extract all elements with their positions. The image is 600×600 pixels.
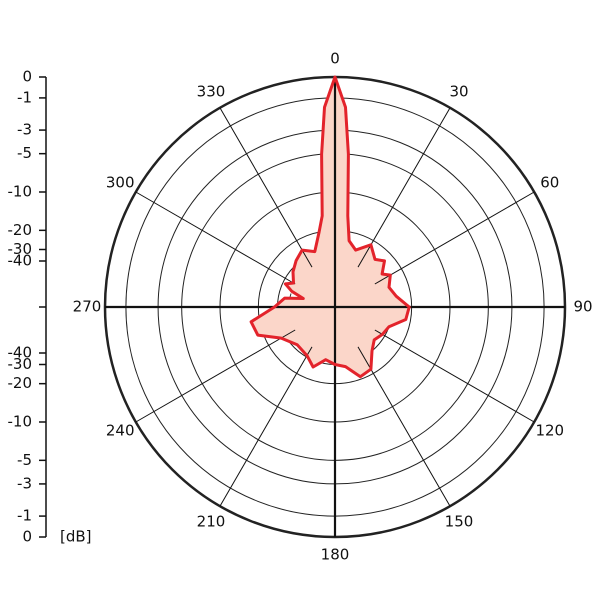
scale-tick-label: -3 — [17, 474, 32, 492]
angle-label: 120 — [535, 422, 564, 440]
scale-tick-label: 0 — [22, 528, 32, 546]
spoke — [374, 191, 535, 285]
scale-tick-label: -10 — [8, 183, 33, 201]
scale-tick-label: -20 — [8, 374, 33, 392]
angle-label: 210 — [197, 512, 226, 530]
scale-tick-label: -10 — [8, 413, 33, 431]
scale-tick-label: -1 — [17, 88, 32, 106]
scale-tick-label: -40 — [8, 344, 33, 362]
spoke — [219, 107, 313, 268]
scale-tick-label: -5 — [17, 144, 32, 162]
angle-label: 240 — [106, 422, 135, 440]
scale-tick-label: -30 — [8, 240, 33, 258]
scale-tick-label: -5 — [17, 451, 32, 469]
scale-tick-label: -3 — [17, 121, 32, 139]
angle-label: 30 — [449, 83, 468, 101]
pattern-area — [251, 77, 410, 377]
angle-label: 90 — [573, 298, 592, 316]
pattern-line — [249, 75, 411, 379]
spoke — [357, 346, 451, 507]
spoke — [357, 107, 451, 268]
angle-label: 300 — [106, 174, 135, 192]
scale-tick-label: 0 — [22, 68, 32, 86]
spoke — [374, 329, 535, 423]
angle-label: 0 — [330, 50, 340, 68]
angle-label: 180 — [321, 546, 350, 564]
angle-label: 150 — [445, 512, 474, 530]
axis-unit-label: [dB] — [60, 528, 92, 546]
angle-label: 270 — [73, 298, 102, 316]
spoke — [219, 346, 313, 507]
angle-label: 60 — [540, 174, 559, 192]
spoke — [135, 191, 296, 285]
scale-tick-label: -30 — [8, 355, 33, 373]
scale-tick-label: -1 — [17, 507, 32, 525]
spoke — [135, 329, 296, 423]
scale-tick-label: -20 — [8, 221, 33, 239]
scale-tick-label: -40 — [8, 252, 33, 270]
angle-label: 330 — [197, 83, 226, 101]
